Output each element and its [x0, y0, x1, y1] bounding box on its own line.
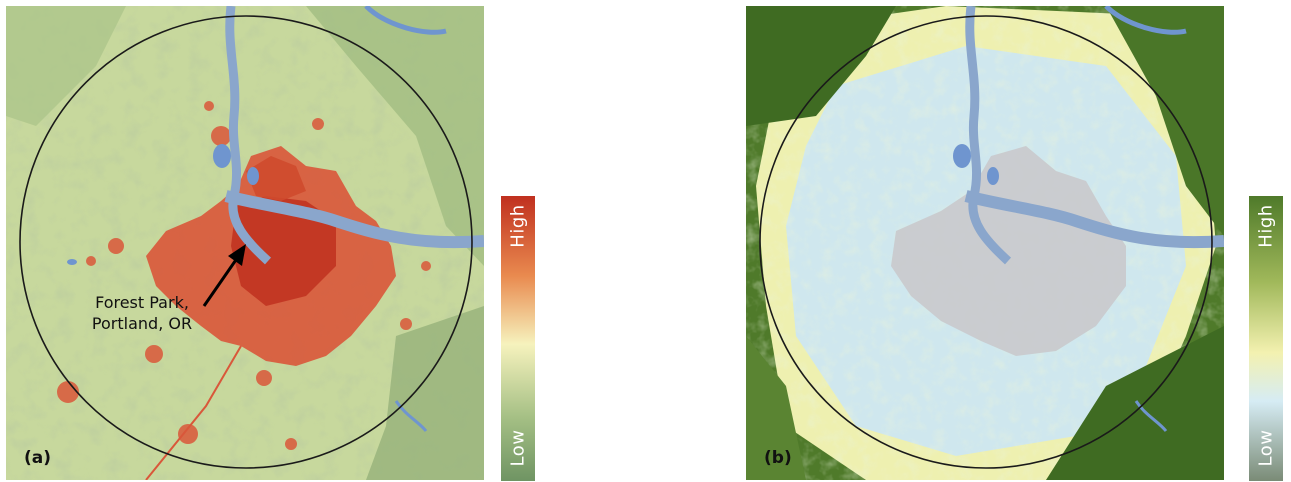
panel-b-label: (b): [764, 448, 792, 468]
map-a-forest-nw: [6, 6, 126, 126]
legend-b-gradient: [1249, 196, 1283, 481]
annotation-line-2: Portland, OR: [91, 314, 193, 333]
map-b-river-willamette: [965, 6, 1012, 265]
legend-a-gradient: [501, 196, 535, 481]
map-a-river-willamette: [225, 6, 272, 265]
map-b-canvas: [746, 6, 1224, 480]
map-a-forest-ne: [306, 6, 484, 266]
map-panel-a: Forest Park, Portland, OR (a): [6, 6, 484, 480]
legend-a: High Low: [501, 196, 535, 481]
annotation-line-1: Forest Park,: [95, 293, 189, 312]
map-a-study-circle: [19, 15, 473, 469]
legend-b-low-label: Low: [1255, 429, 1277, 467]
legend-a-high-label: High: [507, 204, 529, 248]
map-a-forest-se: [366, 306, 484, 480]
map-b-forest-nw: [746, 6, 896, 126]
panel-a-label: (a): [24, 448, 52, 468]
map-a-canvas: [6, 6, 484, 480]
legend-b-high-label: High: [1255, 204, 1277, 248]
legend-a-low-label: Low: [507, 429, 529, 467]
legend-b: High Low: [1249, 196, 1283, 481]
map-b-forest-ne: [1106, 6, 1224, 236]
map-a-arrow: [202, 253, 242, 307]
map-b-river-columbia: [964, 190, 1224, 249]
map-a-river-columbia: [224, 190, 484, 249]
map-a-annotation: Forest Park, Portland, OR: [62, 292, 222, 334]
map-b-forest-se: [1046, 326, 1224, 480]
map-b-study-circle: [759, 15, 1213, 469]
map-a-urban-center: [231, 196, 336, 306]
map-panel-b: (b): [746, 6, 1224, 480]
map-b-urban-area: [891, 146, 1126, 356]
